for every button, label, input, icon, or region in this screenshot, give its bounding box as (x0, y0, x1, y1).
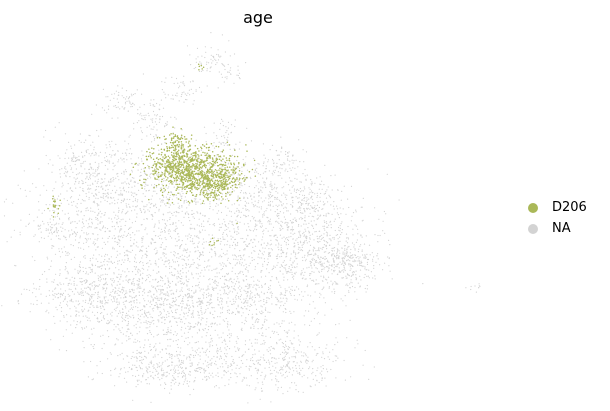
legend-marker-d206 (528, 202, 538, 213)
series-na-points (1, 31, 481, 404)
legend-item-d206: D206 (524, 197, 587, 218)
legend-label-na: NA (552, 221, 571, 236)
legend-label-d206: D206 (552, 200, 587, 215)
legend: D206 NA (524, 197, 587, 239)
legend-marker-na (528, 223, 538, 234)
legend-item-na: NA (524, 218, 587, 239)
series-d206-points (47, 63, 257, 247)
chart-title: age (243, 8, 273, 27)
scatter-plot-area (1, 31, 481, 404)
